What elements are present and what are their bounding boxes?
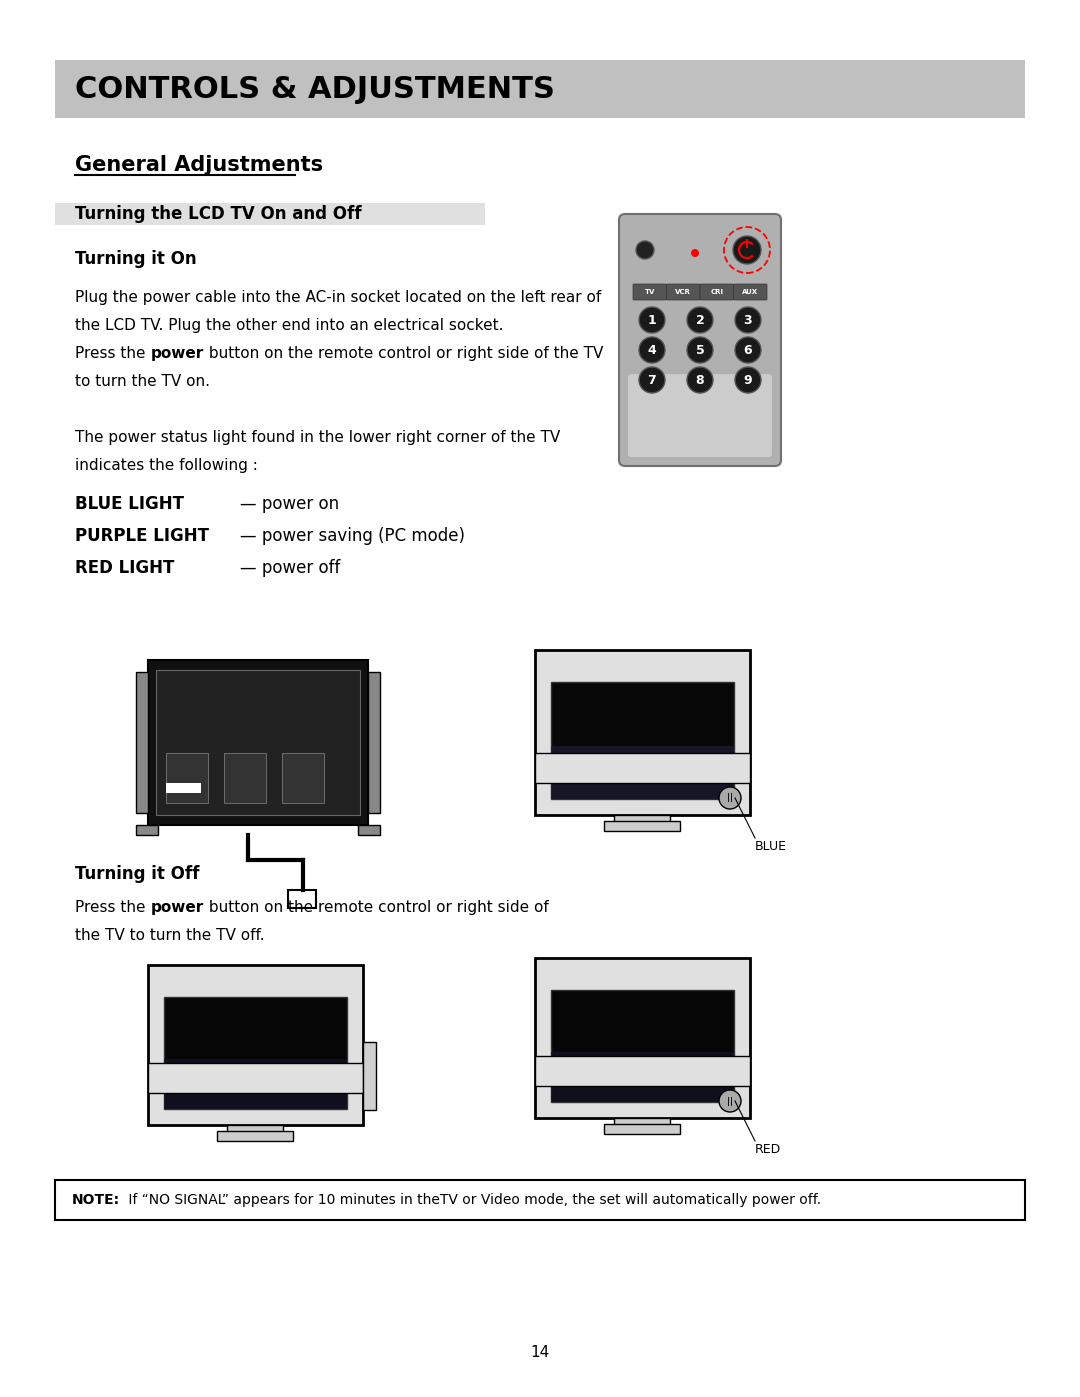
FancyBboxPatch shape xyxy=(666,284,700,300)
Bar xyxy=(368,672,380,813)
Bar xyxy=(148,1063,363,1092)
Bar xyxy=(288,890,316,908)
Bar xyxy=(535,753,750,782)
Bar xyxy=(227,1125,283,1133)
Text: 7: 7 xyxy=(648,373,657,387)
Circle shape xyxy=(687,337,713,363)
Bar xyxy=(136,826,158,835)
Text: Press the: Press the xyxy=(75,346,150,360)
Circle shape xyxy=(719,787,741,809)
Bar xyxy=(357,826,380,835)
Bar xyxy=(164,1059,347,1109)
Text: VCR: VCR xyxy=(675,289,691,295)
Text: If “NO SIGNAL” appears for 10 minutes in theTV or Video mode, the set will autom: If “NO SIGNAL” appears for 10 minutes in… xyxy=(124,1193,821,1207)
Bar xyxy=(55,1180,1025,1220)
Bar xyxy=(535,1056,750,1085)
Text: ||: || xyxy=(727,1097,733,1105)
FancyBboxPatch shape xyxy=(627,374,772,457)
Text: power: power xyxy=(150,900,204,915)
Bar xyxy=(164,997,347,1109)
Text: the TV to turn the TV off.: the TV to turn the TV off. xyxy=(75,928,265,943)
Text: BLUE LIGHT: BLUE LIGHT xyxy=(75,495,184,513)
Text: — power off: — power off xyxy=(240,559,340,577)
Text: The power status light found in the lower right corner of the TV: The power status light found in the lowe… xyxy=(75,430,561,446)
Bar xyxy=(363,1042,376,1111)
Text: Plug the power cable into the AC-in socket located on the left rear of: Plug the power cable into the AC-in sock… xyxy=(75,291,602,305)
Text: power: power xyxy=(150,346,204,360)
Circle shape xyxy=(719,1090,741,1112)
Circle shape xyxy=(636,242,654,258)
Circle shape xyxy=(639,307,665,332)
Circle shape xyxy=(687,307,713,332)
Text: CONTROLS & ADJUSTMENTS: CONTROLS & ADJUSTMENTS xyxy=(75,74,555,103)
Bar xyxy=(615,814,670,823)
Bar xyxy=(282,753,324,803)
Text: Turning the LCD TV On and Off: Turning the LCD TV On and Off xyxy=(75,205,362,224)
FancyBboxPatch shape xyxy=(633,284,666,300)
Bar xyxy=(148,965,363,1125)
Text: CRI: CRI xyxy=(711,289,724,295)
Bar xyxy=(604,821,680,831)
Bar xyxy=(604,1125,680,1134)
Text: BLUE: BLUE xyxy=(755,840,787,854)
Text: 6: 6 xyxy=(744,344,753,356)
Circle shape xyxy=(691,249,699,257)
Bar xyxy=(551,682,734,799)
Text: 3: 3 xyxy=(744,313,753,327)
Bar xyxy=(55,60,1025,117)
Text: the LCD TV. Plug the other end into an electrical socket.: the LCD TV. Plug the other end into an e… xyxy=(75,319,503,332)
Text: — power saving (PC mode): — power saving (PC mode) xyxy=(240,527,465,545)
Text: indicates the following :: indicates the following : xyxy=(75,458,258,474)
Text: TV: TV xyxy=(645,289,654,295)
Text: — power on: — power on xyxy=(240,495,339,513)
Text: 5: 5 xyxy=(696,344,704,356)
Text: RED LIGHT: RED LIGHT xyxy=(75,559,174,577)
Text: PURPLE LIGHT: PURPLE LIGHT xyxy=(75,527,210,545)
Text: button on the remote control or right side of the TV: button on the remote control or right si… xyxy=(204,346,603,360)
Text: 2: 2 xyxy=(696,313,704,327)
Text: 9: 9 xyxy=(744,373,753,387)
Bar xyxy=(535,958,750,1118)
Bar xyxy=(166,753,208,803)
Bar xyxy=(551,746,734,799)
Bar xyxy=(224,753,266,803)
Bar xyxy=(551,990,734,1102)
FancyBboxPatch shape xyxy=(700,284,733,300)
Bar xyxy=(551,1052,734,1102)
Text: General Adjustments: General Adjustments xyxy=(75,155,323,175)
Text: Press the: Press the xyxy=(75,900,150,915)
Text: RED: RED xyxy=(755,1143,781,1155)
Bar xyxy=(136,672,148,813)
Bar xyxy=(166,782,201,793)
Bar xyxy=(55,203,485,225)
Text: button on the remote control or right side of: button on the remote control or right si… xyxy=(204,900,549,915)
Circle shape xyxy=(735,307,761,332)
Text: ||: || xyxy=(727,793,733,802)
Circle shape xyxy=(687,367,713,393)
FancyBboxPatch shape xyxy=(733,284,767,300)
Text: 8: 8 xyxy=(696,373,704,387)
Bar xyxy=(217,1132,293,1141)
Text: AUX: AUX xyxy=(742,289,758,295)
Text: to turn the TV on.: to turn the TV on. xyxy=(75,374,210,388)
Bar xyxy=(156,671,360,814)
Text: NOTE:: NOTE: xyxy=(72,1193,120,1207)
Circle shape xyxy=(639,337,665,363)
Text: Turning it On: Turning it On xyxy=(75,250,197,268)
Text: 4: 4 xyxy=(648,344,657,356)
Circle shape xyxy=(735,367,761,393)
Bar xyxy=(535,650,750,814)
Circle shape xyxy=(735,337,761,363)
Circle shape xyxy=(733,236,761,264)
Bar xyxy=(148,659,368,826)
Bar xyxy=(615,1118,670,1126)
Text: 1: 1 xyxy=(648,313,657,327)
Text: 14: 14 xyxy=(530,1345,550,1361)
Text: Turning it Off: Turning it Off xyxy=(75,865,200,883)
Circle shape xyxy=(639,367,665,393)
FancyBboxPatch shape xyxy=(619,214,781,467)
